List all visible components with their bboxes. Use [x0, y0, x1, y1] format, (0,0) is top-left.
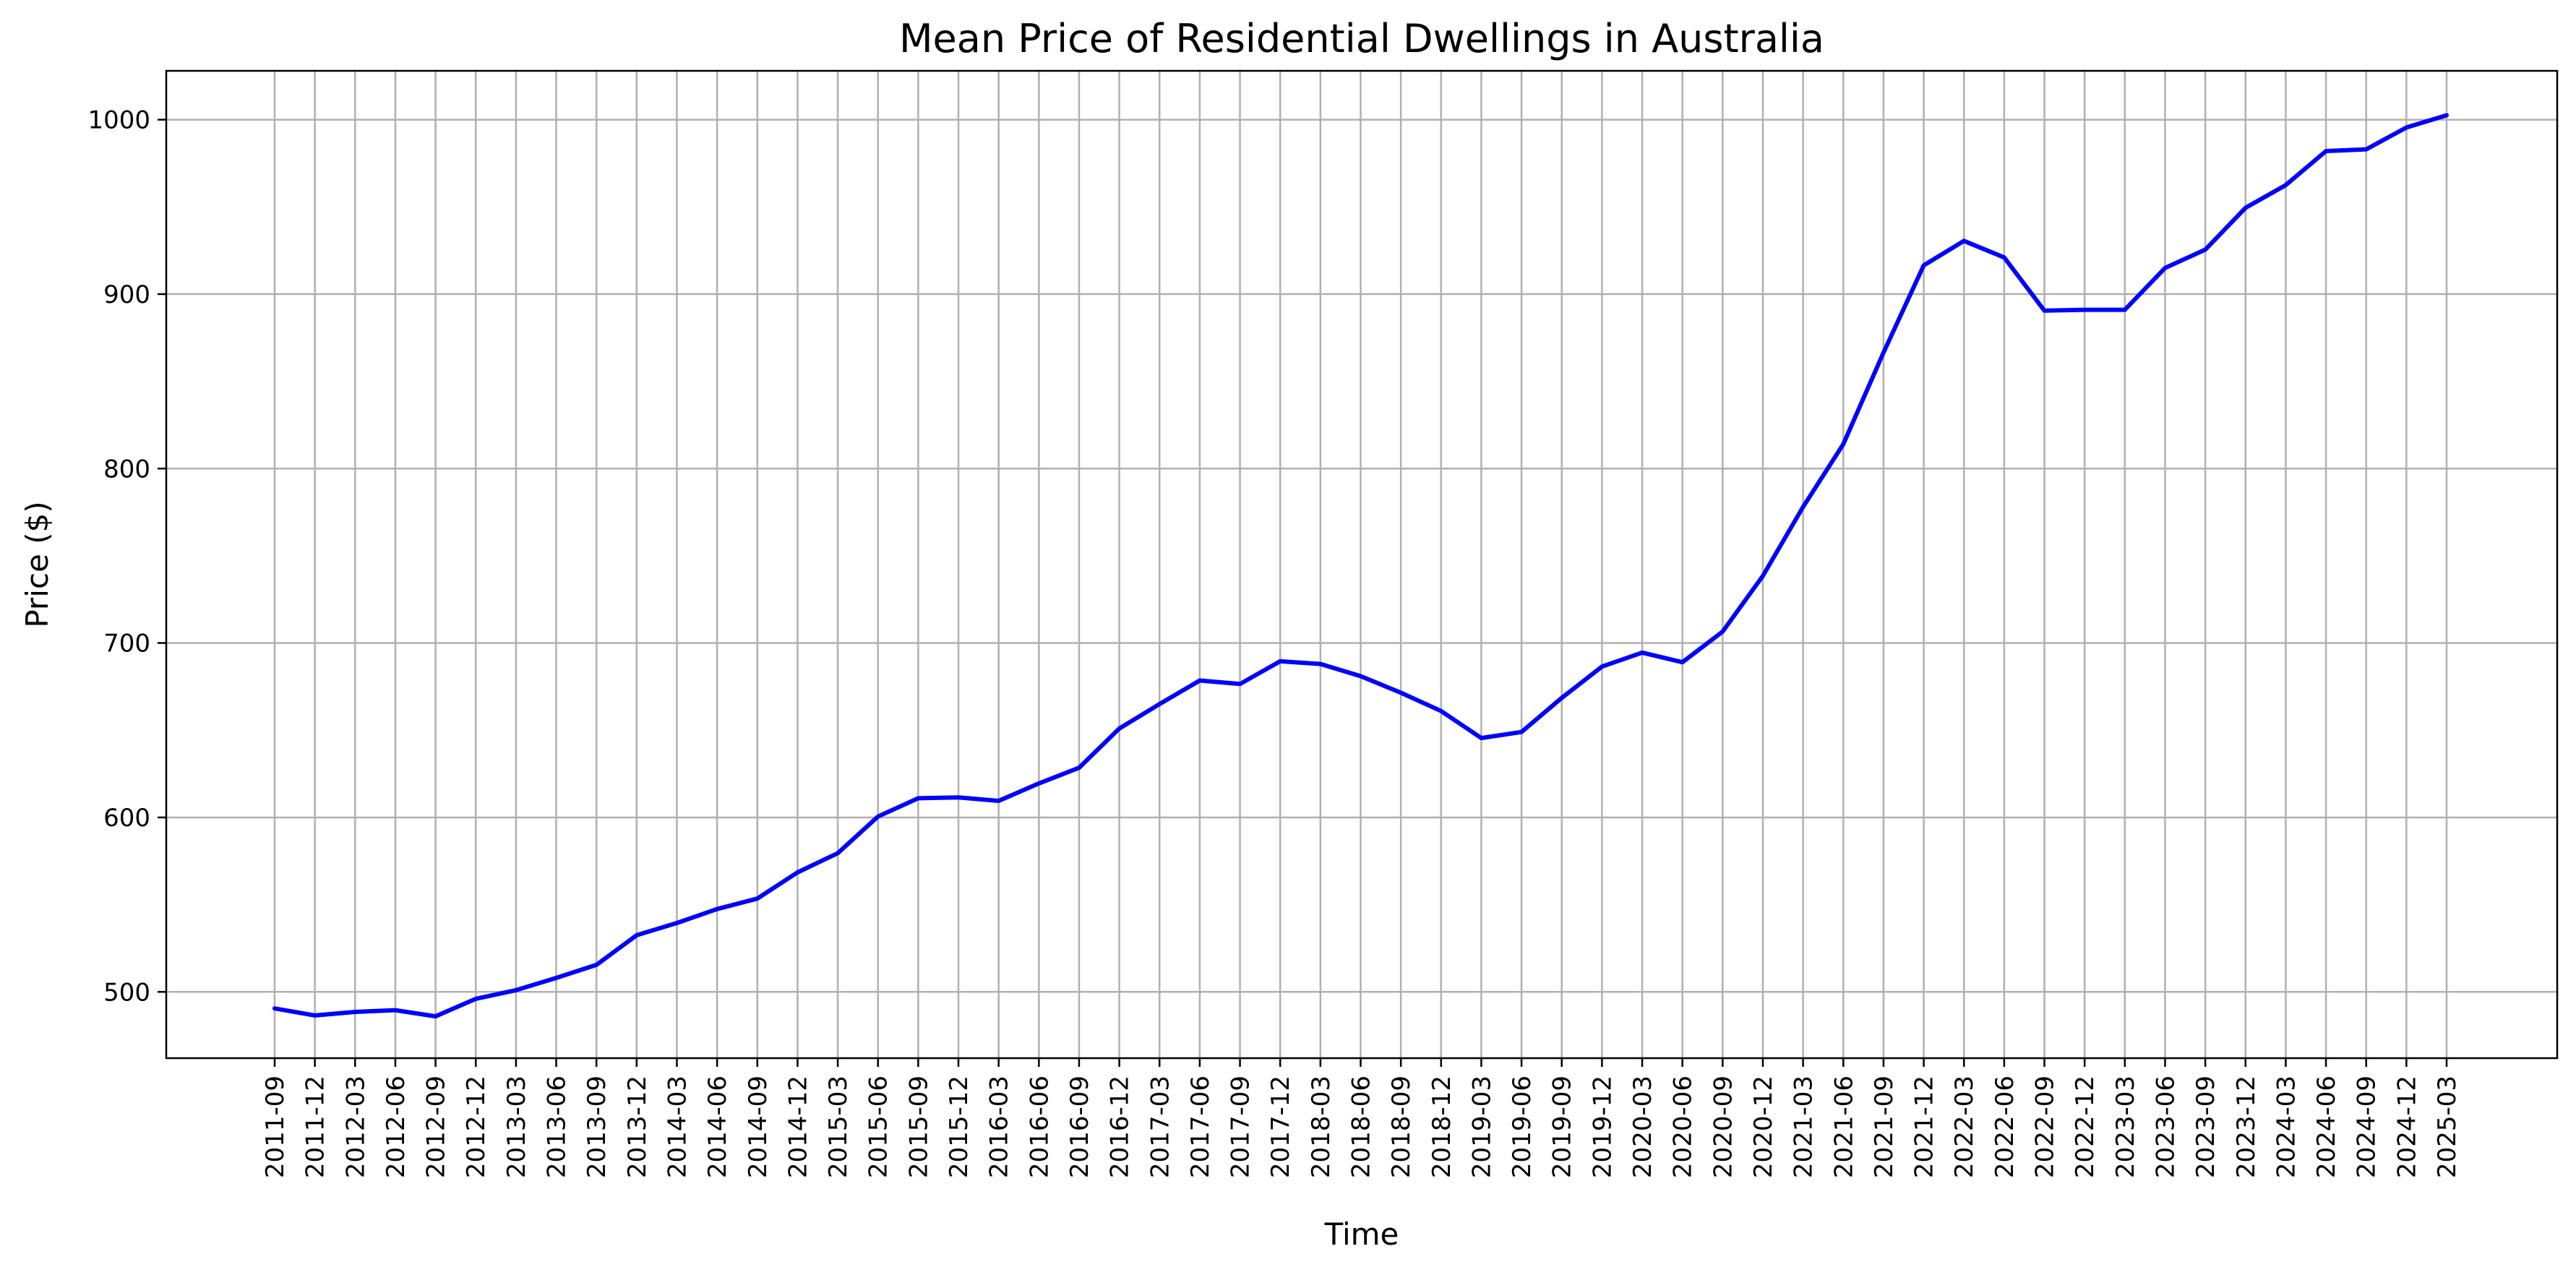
- x-axis-title: Time: [1324, 1216, 1399, 1252]
- x-tick-label: 2016-12: [1106, 1076, 1135, 1178]
- x-tick-label: 2022-12: [2071, 1076, 2100, 1178]
- y-tick-label: 1000: [87, 106, 150, 135]
- x-tick-label: 2021-03: [1790, 1076, 1819, 1178]
- x-tick-label: 2016-06: [1025, 1076, 1054, 1178]
- x-tick-label: 2023-06: [2151, 1076, 2180, 1178]
- chart-title: Mean Price of Residential Dwellings in A…: [899, 16, 1824, 61]
- x-tick-label: 2021-09: [1870, 1076, 1899, 1178]
- x-tick-label: 2011-09: [261, 1076, 290, 1178]
- x-tick-label: 2012-09: [422, 1076, 451, 1178]
- x-tick-label: 2012-03: [341, 1076, 370, 1178]
- x-tick-label: 2019-06: [1508, 1076, 1537, 1178]
- y-tick-label: 500: [103, 978, 150, 1007]
- x-tick-label: 2015-06: [864, 1076, 893, 1178]
- y-axis-title: Price ($): [20, 501, 55, 627]
- x-tick-label: 2022-09: [2031, 1076, 2060, 1178]
- x-tick-label: 2012-06: [382, 1076, 411, 1178]
- x-tick-label: 2015-09: [904, 1076, 933, 1178]
- x-tick-label: 2013-06: [543, 1076, 572, 1178]
- y-tick-label: 600: [103, 804, 150, 833]
- x-tick-label: 2022-03: [1950, 1076, 1979, 1178]
- x-tick-label: 2024-12: [2392, 1076, 2421, 1178]
- y-tick-label: 700: [103, 630, 150, 658]
- y-axis-ticks: 500 600 700 800 900 1000: [87, 106, 166, 1007]
- x-tick-label: 2019-03: [1467, 1076, 1496, 1178]
- x-tick-label: 2024-06: [2312, 1076, 2341, 1178]
- x-tick-label: 2013-12: [623, 1076, 652, 1178]
- x-tick-label: 2013-03: [502, 1076, 531, 1178]
- y-tick-label: 900: [103, 280, 150, 309]
- series-line: [272, 113, 2449, 1019]
- x-tick-label: 2017-06: [1186, 1076, 1215, 1178]
- x-tick-label: 2024-03: [2272, 1076, 2301, 1178]
- series-layer: [272, 113, 2449, 1019]
- x-tick-label: 2016-09: [1065, 1076, 1094, 1178]
- x-tick-label: 2021-12: [1910, 1076, 1939, 1178]
- x-tick-label: 2017-09: [1227, 1076, 1255, 1178]
- x-tick-label: 2023-12: [2232, 1076, 2261, 1178]
- x-tick-label: 2017-12: [1266, 1076, 1295, 1178]
- x-tick-label: 2018-06: [1347, 1076, 1376, 1178]
- plot-area-frame: [165, 69, 2559, 1060]
- x-tick-label: 2020-12: [1749, 1076, 1778, 1178]
- x-tick-label: 2022-06: [1991, 1076, 2019, 1178]
- x-tick-label: 2014-12: [783, 1076, 812, 1178]
- x-tick-label: 2024-09: [2353, 1076, 2382, 1178]
- x-tick-label: 2014-06: [703, 1076, 732, 1178]
- x-tick-label: 2020-03: [1628, 1076, 1657, 1178]
- x-tick-label: 2020-06: [1669, 1076, 1698, 1178]
- x-tick-label: 2015-12: [945, 1076, 974, 1178]
- x-tick-label: 2011-12: [301, 1076, 330, 1178]
- x-tick-label: 2014-03: [663, 1076, 692, 1178]
- x-tick-label: 2020-09: [1709, 1076, 1738, 1178]
- x-tick-label: 2014-09: [744, 1076, 773, 1178]
- x-tick-label: 2013-09: [583, 1076, 611, 1178]
- x-tick-label: 2018-09: [1387, 1076, 1416, 1178]
- x-tick-label: 2016-03: [985, 1076, 1014, 1178]
- x-tick-label: 2019-12: [1588, 1076, 1617, 1178]
- x-tick-label: 2018-03: [1307, 1076, 1336, 1178]
- grid: [166, 71, 2557, 1058]
- x-tick-label: 2012-12: [462, 1076, 491, 1178]
- y-tick-label: 800: [103, 455, 150, 484]
- x-tick-label: 2023-03: [2111, 1076, 2140, 1178]
- x-tick-label: 2018-12: [1427, 1076, 1456, 1178]
- x-tick-label: 2023-09: [2191, 1076, 2220, 1178]
- x-tick-label: 2025-03: [2433, 1076, 2462, 1178]
- x-tick-label: 2017-03: [1146, 1076, 1175, 1178]
- x-axis-ticks: 2011-09 2011-12 2012-03 2012-06 2012-09 2012-…: [261, 1058, 2462, 1178]
- x-tick-label: 2021-06: [1829, 1076, 1858, 1178]
- x-tick-label: 2019-09: [1548, 1076, 1577, 1178]
- x-tick-label: 2015-03: [824, 1076, 853, 1178]
